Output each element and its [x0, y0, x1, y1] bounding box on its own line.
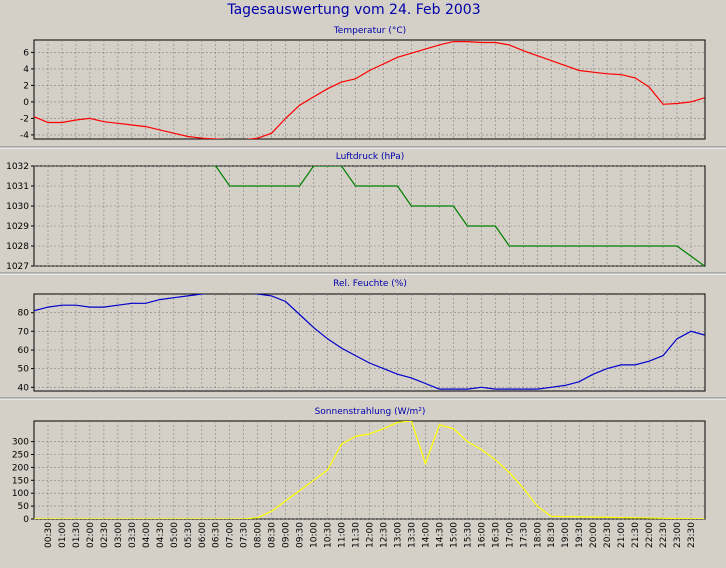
- x-tick-label: 06:00: [198, 522, 208, 548]
- x-tick-label: 15:00: [449, 522, 459, 548]
- y-tick-label: 0: [23, 515, 29, 525]
- x-tick-label: 02:00: [86, 522, 96, 548]
- x-tick-label: 12:00: [366, 522, 376, 548]
- x-tick-label: 04:30: [156, 522, 166, 548]
- chart-panel-2: Luftdruck (hPa) 1027 1028 1029 1030 1031 1032: [0, 152, 726, 275]
- x-tick-label: 01:30: [72, 522, 82, 548]
- y-tick-label: 4: [23, 65, 29, 75]
- x-tick-label: 14:00: [421, 522, 431, 548]
- y-tick-label: 1028: [6, 242, 29, 252]
- chart-panel-4: Sonnenstrahlung (W/m²) 0 50 100 150 200 250 300: [12, 407, 706, 525]
- x-tick-label: 22:30: [659, 522, 669, 548]
- y-tick-label: 50: [18, 365, 30, 375]
- time-axis: 00:30 01:00 01:30 02:00 02:30 03:00 03:30 04:00…: [44, 522, 697, 548]
- x-tick-label: 03:00: [114, 522, 124, 548]
- x-tick-label: 18:30: [547, 522, 557, 548]
- x-tick-label: 17:30: [519, 522, 529, 548]
- x-tick-label: 21:30: [631, 522, 641, 548]
- x-tick-label: 16:30: [491, 522, 501, 548]
- x-tick-label: 17:00: [505, 522, 515, 548]
- x-tick-label: 02:30: [100, 522, 110, 548]
- x-tick-label: 05:30: [184, 522, 194, 548]
- x-tick-label: 08:00: [254, 522, 264, 548]
- y-tick-label: 0: [23, 98, 29, 108]
- y-tick-label: 150: [12, 476, 29, 486]
- x-tick-label: 19:00: [561, 522, 571, 548]
- x-tick-label: 15:30: [463, 522, 473, 548]
- y-tick-label: 80: [18, 309, 30, 319]
- y-tick-label: 1027: [6, 262, 29, 272]
- x-tick-label: 01:00: [58, 522, 68, 548]
- chart-panel-1: Temperatur (°C) -4 -2 0 2 4 6: [0, 26, 726, 149]
- x-tick-label: 10:00: [310, 522, 320, 548]
- chart-title: Rel. Feuchte (%): [333, 279, 407, 289]
- y-tick-label: 6: [23, 48, 29, 58]
- chart-title: Temperatur (°C): [333, 26, 406, 36]
- x-tick-label: 05:00: [170, 522, 180, 548]
- x-tick-label: 03:30: [128, 522, 138, 548]
- x-tick-label: 20:30: [603, 522, 613, 548]
- x-tick-label: 23:30: [687, 522, 697, 548]
- chart-title: Sonnenstrahlung (W/m²): [315, 407, 426, 417]
- x-tick-label: 00:30: [44, 522, 54, 548]
- x-tick-label: 21:00: [617, 522, 627, 548]
- x-tick-label: 09:00: [282, 522, 292, 548]
- x-tick-label: 11:00: [338, 522, 348, 548]
- chart-title: Luftdruck (hPa): [336, 152, 405, 162]
- x-tick-label: 06:30: [212, 522, 222, 548]
- x-tick-label: 10:30: [324, 522, 334, 548]
- series-line: [206, 166, 705, 266]
- y-tick-label: 200: [12, 463, 29, 473]
- x-tick-label: 16:00: [477, 522, 487, 548]
- series-line: [34, 421, 705, 519]
- x-tick-label: 14:30: [435, 522, 445, 548]
- x-tick-label: 13:00: [394, 522, 404, 548]
- y-tick-label: 70: [18, 327, 30, 337]
- x-tick-label: 19:30: [575, 522, 585, 548]
- x-tick-label: 20:00: [589, 522, 599, 548]
- series-line: [34, 40, 705, 139]
- x-tick-label: 08:30: [268, 522, 278, 548]
- y-tick-label: 100: [12, 489, 29, 499]
- y-tick-label: 2: [23, 81, 29, 91]
- y-tick-label: 1032: [6, 162, 29, 172]
- x-tick-label: 22:00: [645, 522, 655, 548]
- y-tick-label: 50: [18, 502, 30, 512]
- series-line: [34, 294, 705, 390]
- y-tick-label: 60: [18, 346, 30, 356]
- x-tick-label: 23:00: [673, 522, 683, 548]
- y-tick-label: -4: [20, 131, 29, 141]
- page-title: Tagesauswertung vom 24. Feb 2003: [226, 2, 480, 18]
- y-tick-label: 250: [12, 451, 29, 461]
- x-tick-label: 09:30: [296, 522, 306, 548]
- y-tick-label: 300: [12, 438, 29, 448]
- y-tick-label: 1029: [6, 222, 29, 232]
- x-tick-label: 18:00: [533, 522, 543, 548]
- x-tick-label: 04:00: [142, 522, 152, 548]
- y-tick-label: 1031: [6, 182, 29, 192]
- x-tick-label: 07:00: [226, 522, 236, 548]
- y-tick-label: 1030: [6, 202, 29, 212]
- x-tick-label: 11:30: [352, 522, 362, 548]
- y-tick-label: 40: [18, 383, 30, 393]
- x-tick-label: 07:30: [240, 522, 250, 548]
- y-tick-label: -2: [20, 114, 29, 124]
- x-tick-label: 12:30: [380, 522, 390, 548]
- x-tick-label: 13:30: [407, 522, 417, 548]
- chart-panel-3: Rel. Feuchte (%) 40 50 60 70 80: [0, 279, 726, 400]
